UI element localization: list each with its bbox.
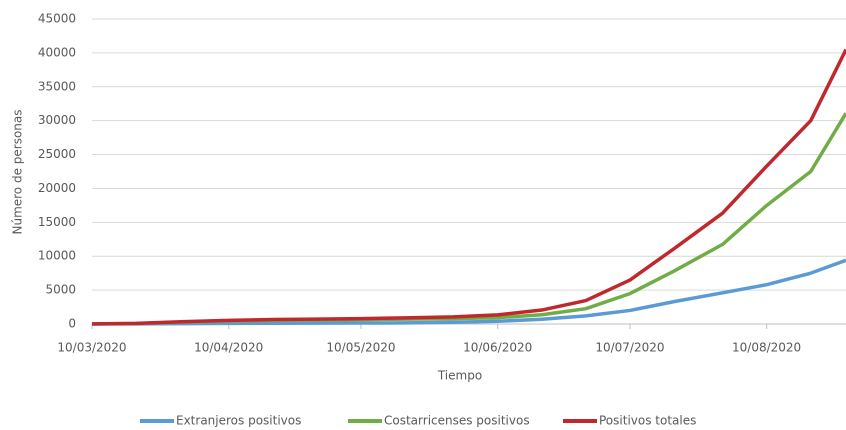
x-tick-label: 10/07/2020 <box>595 341 664 355</box>
y-tick-label: 45000 <box>38 12 76 26</box>
y-tick-label: 35000 <box>38 79 76 93</box>
y-tick-label: 10000 <box>38 249 76 263</box>
y-tick-label: 5000 <box>45 283 76 297</box>
x-tick-label: 10/06/2020 <box>463 341 532 355</box>
y-tick-label: 20000 <box>38 181 76 195</box>
y-tick-label: 30000 <box>38 113 76 127</box>
series-line <box>91 258 846 326</box>
y-tick-label: 0 <box>68 317 76 331</box>
x-axis-label: Tiempo <box>437 369 482 383</box>
x-tick-label: 10/04/2020 <box>194 341 263 355</box>
legend-label: Costarricenses positivos <box>384 414 530 428</box>
x-tick-label: 10/05/2020 <box>326 341 395 355</box>
series-line <box>91 48 846 326</box>
x-tick-label: 10/08/2020 <box>732 341 801 355</box>
y-tick-label: 25000 <box>38 147 76 161</box>
legend-label: Positivos totales <box>599 414 696 428</box>
y-axis-label: Número de personas <box>11 109 25 234</box>
y-tick-label: 40000 <box>38 45 76 59</box>
y-tick-label: 15000 <box>38 215 76 229</box>
legend-label: Extranjeros positivos <box>176 414 301 428</box>
x-tick-label: 10/03/2020 <box>57 341 126 355</box>
